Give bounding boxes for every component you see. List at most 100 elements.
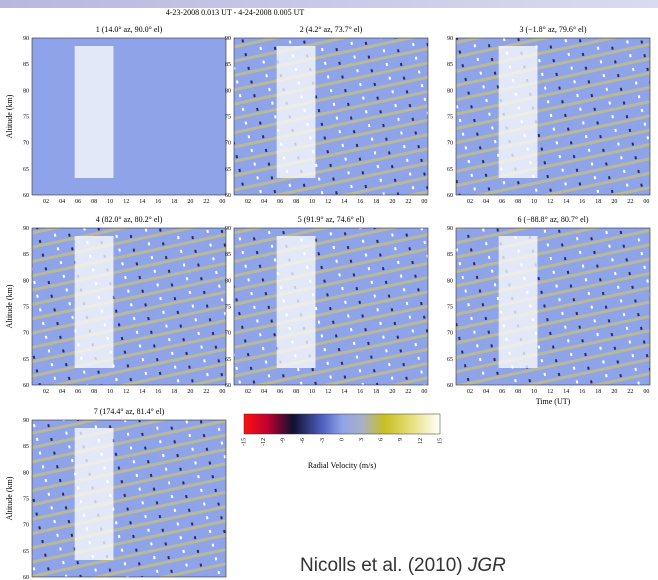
x-axis-label: Time (UT): [536, 397, 571, 406]
data-gap: [276, 46, 316, 178]
panel-title: 1 (14.0° az, 90.0° el): [96, 25, 163, 34]
panel-frame: [31, 419, 227, 578]
x-tick-label: 20: [611, 389, 617, 395]
y-tick-label: 75: [447, 305, 453, 311]
panel-frame: [233, 227, 429, 386]
y-tick-label: 80: [225, 278, 231, 284]
y-tick-label: 85: [23, 62, 29, 68]
x-tick-label: 12: [547, 199, 553, 205]
x-tick-label: 16: [155, 199, 161, 205]
x-tick-label: 14: [341, 199, 347, 205]
y-tick-label: 70: [23, 523, 29, 529]
x-tick-label: 16: [357, 389, 363, 395]
y-tick-label: 75: [225, 115, 231, 121]
x-tick-label: 18: [595, 199, 601, 205]
x-tick-label: 14: [563, 389, 569, 395]
panel-title: 5 (91.9° az, 74.6° el): [298, 215, 365, 224]
x-tick-label: 08: [91, 199, 97, 205]
y-tick-label: 65: [23, 357, 29, 363]
x-tick-label: 04: [59, 389, 65, 395]
panel-image: [456, 38, 650, 195]
panel-image: [32, 38, 226, 195]
data-gap: [74, 428, 114, 560]
x-tick-label: 08: [515, 389, 521, 395]
y-tick-label: 70: [447, 331, 453, 337]
x-tick-label: 16: [155, 389, 161, 395]
x-tick-label: 02: [43, 199, 49, 205]
colorbar-tick-label: -3: [320, 438, 326, 443]
panel-frame: [31, 37, 227, 196]
x-tick-label: 00: [421, 389, 427, 395]
y-tick-label: 70: [23, 331, 29, 337]
y-tick-label: 85: [225, 62, 231, 68]
panel-frame: [31, 227, 227, 386]
x-tick-label: 04: [483, 389, 489, 395]
y-tick-label: 85: [23, 444, 29, 450]
x-tick-label: 02: [245, 389, 251, 395]
y-axis-label: Altitude (km): [5, 476, 14, 520]
panel-frame: [455, 37, 651, 196]
panel-image: [234, 38, 428, 195]
x-tick-label: 02: [467, 389, 473, 395]
x-tick-label: 22: [203, 199, 209, 205]
panel-frame: [455, 227, 651, 386]
y-tick-label: 65: [23, 549, 29, 555]
panel-title: 7 (174.4° az, 81.4° el): [94, 407, 165, 416]
x-tick-label: 00: [219, 199, 225, 205]
x-tick-label: 20: [187, 199, 193, 205]
x-tick-label: 18: [373, 389, 379, 395]
y-tick-label: 70: [447, 141, 453, 147]
y-tick-label: 75: [225, 305, 231, 311]
y-tick-label: 65: [225, 167, 231, 173]
y-tick-label: 90: [447, 226, 453, 232]
x-tick-label: 02: [467, 199, 473, 205]
y-tick-label: 65: [447, 167, 453, 173]
x-tick-label: 12: [123, 199, 129, 205]
colorbar-tick-label: 3: [359, 438, 365, 441]
x-tick-label: 10: [107, 389, 113, 395]
y-tick-label: 90: [447, 36, 453, 42]
x-tick-label: 12: [547, 389, 553, 395]
x-tick-label: 18: [373, 199, 379, 205]
x-tick-label: 22: [203, 389, 209, 395]
x-tick-label: 04: [483, 199, 489, 205]
x-tick-label: 22: [405, 199, 411, 205]
x-tick-label: 00: [643, 389, 649, 395]
x-tick-label: 14: [563, 199, 569, 205]
colorbar-tick-label: 15: [437, 438, 443, 444]
y-axis-label: Altitude (km): [5, 284, 14, 328]
x-tick-label: 12: [123, 389, 129, 395]
x-tick-label: 22: [405, 389, 411, 395]
data-gap: [498, 236, 538, 368]
y-tick-label: 85: [225, 252, 231, 258]
x-tick-label: 08: [293, 199, 299, 205]
x-tick-label: 04: [261, 199, 267, 205]
x-tick-label: 06: [75, 199, 81, 205]
x-tick-label: 16: [357, 199, 363, 205]
y-tick-label: 85: [447, 62, 453, 68]
x-tick-label: 02: [245, 199, 251, 205]
y-tick-label: 85: [447, 252, 453, 258]
x-tick-label: 02: [43, 389, 49, 395]
colorbar: [243, 413, 441, 435]
panel-frame: [233, 37, 429, 196]
y-tick-label: 90: [225, 36, 231, 42]
y-tick-label: 75: [23, 305, 29, 311]
y-tick-label: 90: [23, 226, 29, 232]
y-tick-label: 60: [23, 575, 29, 580]
panel-title: 3 (−1.8° az, 79.6° el): [519, 25, 586, 34]
data-gap: [498, 46, 538, 178]
x-tick-label: 04: [261, 389, 267, 395]
x-tick-label: 18: [171, 389, 177, 395]
data-gap: [74, 236, 114, 368]
x-tick-label: 04: [59, 199, 65, 205]
x-tick-label: 18: [171, 199, 177, 205]
y-tick-label: 70: [225, 141, 231, 147]
x-tick-label: 06: [75, 389, 81, 395]
x-tick-label: 06: [277, 199, 283, 205]
x-tick-label: 00: [219, 389, 225, 395]
colorbar-tick-label: 6: [379, 438, 385, 441]
citation: Nicolls et al. (2010) JGR: [300, 555, 506, 576]
panel-image: [32, 420, 226, 577]
y-tick-label: 70: [23, 141, 29, 147]
